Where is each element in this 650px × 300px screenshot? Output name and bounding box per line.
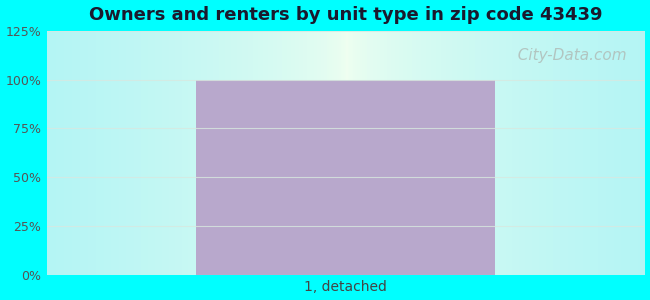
Text: City-Data.com: City-Data.com [508,48,627,63]
Bar [196,80,495,275]
Title: Owners and renters by unit type in zip code 43439: Owners and renters by unit type in zip c… [89,6,603,24]
